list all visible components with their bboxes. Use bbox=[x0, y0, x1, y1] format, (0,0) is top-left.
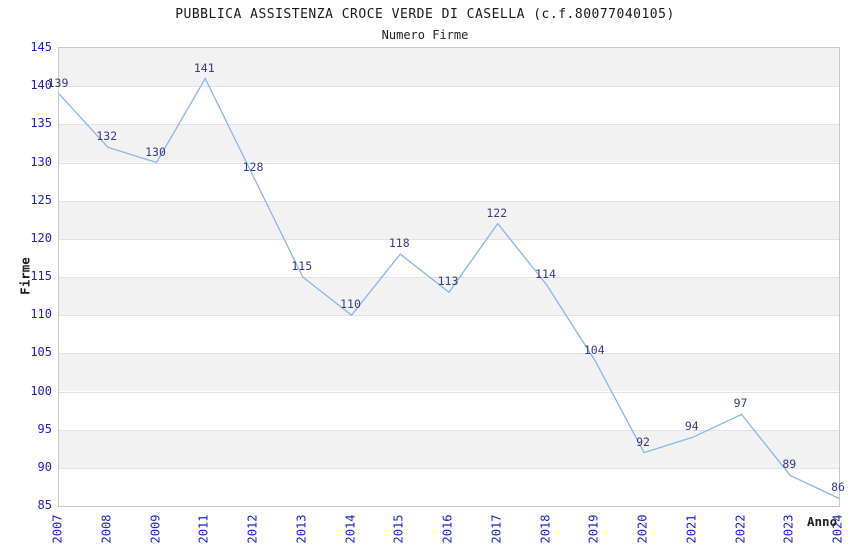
data-point-label: 141 bbox=[193, 60, 215, 75]
data-point-label: 97 bbox=[733, 396, 748, 411]
background-band bbox=[59, 238, 839, 277]
data-point-label: 94 bbox=[684, 419, 699, 434]
data-point-label: 132 bbox=[96, 129, 118, 144]
background-band bbox=[59, 48, 839, 87]
line-series bbox=[58, 77, 840, 499]
background-band bbox=[59, 391, 839, 430]
gridline bbox=[59, 429, 839, 431]
gridline bbox=[59, 353, 839, 355]
x-tick-label: 2008 bbox=[99, 514, 114, 544]
y-tick-label: 140 bbox=[30, 78, 52, 93]
y-tick-label: 145 bbox=[30, 40, 52, 54]
background-band bbox=[59, 467, 839, 506]
background-band bbox=[59, 124, 839, 163]
data-point-label: 114 bbox=[535, 266, 556, 281]
gridline bbox=[59, 124, 839, 126]
y-tick-label: 125 bbox=[30, 192, 52, 207]
gridline bbox=[59, 238, 839, 240]
y-tick-label: 85 bbox=[37, 498, 52, 512]
y-axis-title: Firme bbox=[17, 257, 33, 295]
data-point-label: 130 bbox=[145, 144, 166, 159]
y-tick-label: 115 bbox=[30, 269, 52, 283]
gridline bbox=[59, 162, 839, 164]
x-tick-label: 2013 bbox=[294, 514, 309, 544]
x-tick-label: 2017 bbox=[489, 514, 504, 544]
x-tick-label: 2018 bbox=[538, 514, 552, 544]
y-tick-label: 110 bbox=[30, 307, 52, 322]
x-tick-label: 2016 bbox=[440, 514, 455, 544]
background-band bbox=[59, 162, 839, 201]
x-tick-label: 2014 bbox=[343, 514, 357, 544]
gridline bbox=[59, 277, 839, 278]
x-tick-label: 2019 bbox=[586, 514, 601, 544]
gridline bbox=[59, 200, 839, 202]
x-tick-label: 2007 bbox=[50, 514, 65, 544]
x-tick-label: 2015 bbox=[391, 514, 406, 544]
y-tick-label: 105 bbox=[30, 345, 52, 360]
background-band bbox=[59, 353, 839, 392]
data-point-label: 128 bbox=[242, 159, 264, 174]
background-band bbox=[59, 277, 839, 316]
background-band bbox=[59, 315, 839, 354]
gridline bbox=[59, 391, 839, 393]
data-point-label: 110 bbox=[340, 297, 361, 312]
chart-subtitle: Numero Firme bbox=[381, 28, 469, 42]
gridline bbox=[59, 315, 839, 317]
background-band bbox=[59, 429, 839, 468]
background-band bbox=[59, 200, 839, 239]
chart-title: PUBBLICA ASSISTENZA CROCE VERDE DI CASEL… bbox=[175, 7, 675, 22]
data-point-label: 113 bbox=[437, 274, 459, 289]
gridline bbox=[59, 86, 839, 88]
data-point-label: 115 bbox=[291, 259, 313, 273]
data-point-label: 139 bbox=[47, 75, 69, 90]
plot-area bbox=[58, 47, 840, 507]
x-tick-label: 2021 bbox=[684, 514, 699, 544]
data-point-label: 92 bbox=[636, 434, 650, 449]
data-point-label: 122 bbox=[486, 205, 508, 220]
x-tick-label: 2023 bbox=[781, 514, 796, 544]
y-tick-label: 130 bbox=[30, 154, 52, 169]
x-tick-label: 2022 bbox=[733, 514, 747, 544]
y-tick-label: 120 bbox=[30, 230, 52, 245]
y-tick-label: 90 bbox=[37, 459, 52, 474]
series-polyline bbox=[58, 77, 840, 499]
x-tick-label: 2009 bbox=[148, 514, 162, 544]
gridline bbox=[59, 467, 839, 469]
x-tick-label: 2012 bbox=[245, 514, 260, 544]
x-axis-title: Anno bbox=[807, 514, 838, 529]
data-point-label: 118 bbox=[388, 236, 410, 251]
x-tick-label: 2020 bbox=[635, 514, 650, 544]
y-tick-label: 95 bbox=[37, 421, 52, 436]
data-point-label: 86 bbox=[831, 480, 845, 495]
y-tick-label: 100 bbox=[30, 383, 52, 398]
data-point-label: 104 bbox=[583, 342, 605, 357]
y-tick-label: 135 bbox=[30, 116, 52, 131]
data-point-label: 89 bbox=[782, 457, 797, 472]
x-tick-label: 2011 bbox=[196, 514, 211, 544]
